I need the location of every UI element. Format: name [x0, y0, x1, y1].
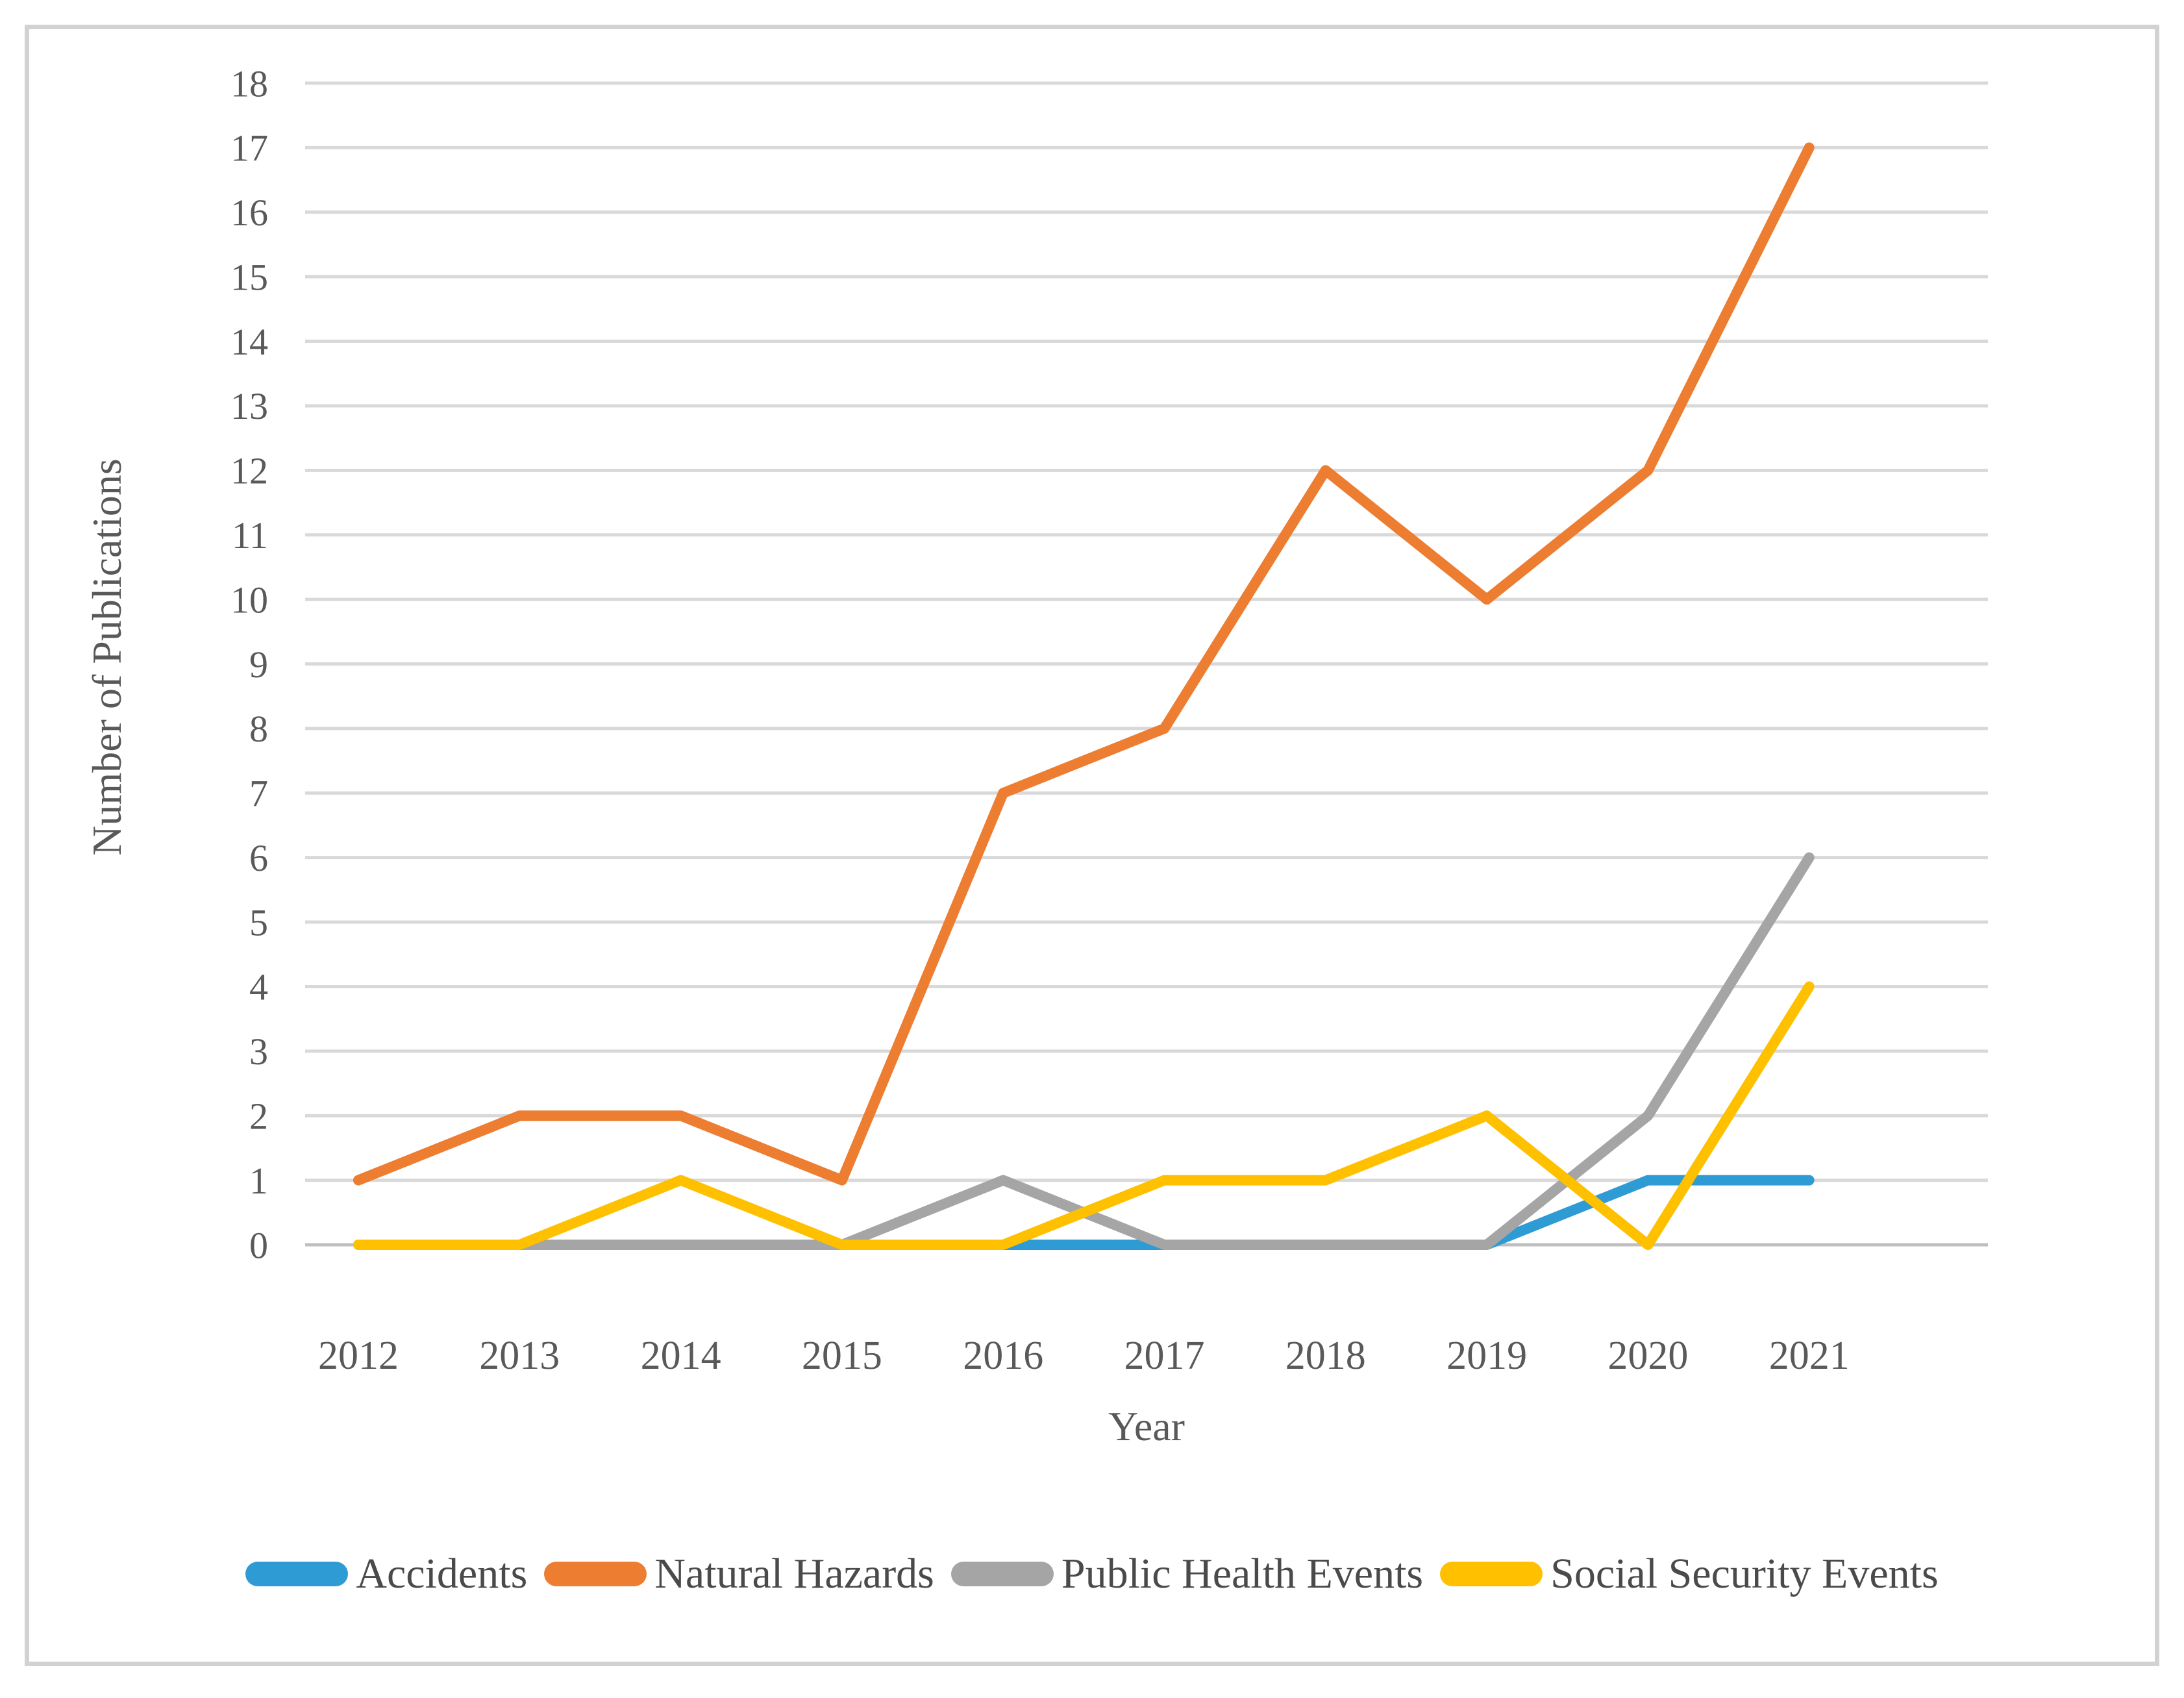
y-tick-label: 1	[249, 1160, 268, 1202]
x-tick-label: 2018	[1285, 1334, 1366, 1378]
series-lines	[353, 142, 1815, 1250]
x-tick-label: 2016	[963, 1334, 1043, 1378]
series-line-social-security-events	[353, 981, 1815, 1250]
x-tick-label: 2015	[802, 1334, 882, 1378]
y-tick-label: 11	[232, 514, 268, 556]
legend-swatch-natural-hazards	[544, 1562, 647, 1586]
legend-swatch-accidents	[245, 1562, 349, 1586]
x-axis-tick-labels: 2012 2013 2014 2015 2016 2017 2018 2019 2020 2021	[318, 1334, 1850, 1378]
y-tick-label: 7	[249, 773, 268, 815]
x-tick-label: 2017	[1124, 1334, 1205, 1378]
y-tick-label: 12	[230, 450, 268, 492]
x-axis-title: Year	[1108, 1403, 1185, 1449]
chart-frame	[25, 25, 2159, 1666]
y-tick-label: 17	[230, 127, 268, 169]
x-tick-label: 2019	[1446, 1334, 1527, 1378]
legend-swatch-social-security-events	[1440, 1562, 1543, 1586]
legend-label: Public Health Events	[1061, 1550, 1424, 1597]
legend-label: Social Security Events	[1550, 1550, 1939, 1597]
x-tick-label: 2014	[641, 1334, 721, 1378]
y-tick-label: 18	[230, 62, 268, 105]
y-tick-label: 4	[249, 966, 268, 1008]
y-tick-label: 15	[230, 256, 268, 298]
y-tick-label: 10	[230, 579, 268, 621]
y-tick-label: 0	[249, 1224, 268, 1266]
legend-item-social-security-events: Social Security Events	[1440, 1549, 1939, 1599]
legend-swatch-public-health-events	[950, 1562, 1054, 1586]
legend-label: Natural Hazards	[654, 1550, 934, 1597]
y-tick-label: 2	[249, 1095, 268, 1138]
y-tick-label: 16	[230, 192, 268, 234]
y-tick-label: 14	[230, 321, 268, 363]
gridlines	[305, 81, 1988, 1247]
legend-item-natural-hazards: Natural Hazards	[544, 1549, 934, 1599]
y-tick-label: 13	[230, 385, 268, 427]
legend-label: Accidents	[356, 1550, 528, 1597]
x-tick-label: 2021	[1769, 1334, 1850, 1378]
legend: Accidents Natural Hazards Public Health Ev…	[52, 1549, 2132, 1599]
y-axis-title: Number of Publications	[84, 458, 130, 855]
x-tick-label: 2013	[479, 1334, 560, 1378]
series-line-natural-hazards	[353, 142, 1815, 1186]
y-tick-label: 3	[249, 1030, 268, 1073]
y-tick-label: 5	[249, 901, 268, 943]
legend-item-public-health-events: Public Health Events	[950, 1549, 1424, 1599]
legend-item-accidents: Accidents	[245, 1549, 527, 1599]
y-tick-label: 6	[249, 837, 268, 879]
x-tick-label: 2012	[318, 1334, 399, 1378]
y-tick-label: 8	[249, 708, 268, 750]
y-tick-label: 9	[249, 643, 268, 686]
x-tick-label: 2020	[1607, 1334, 1688, 1378]
